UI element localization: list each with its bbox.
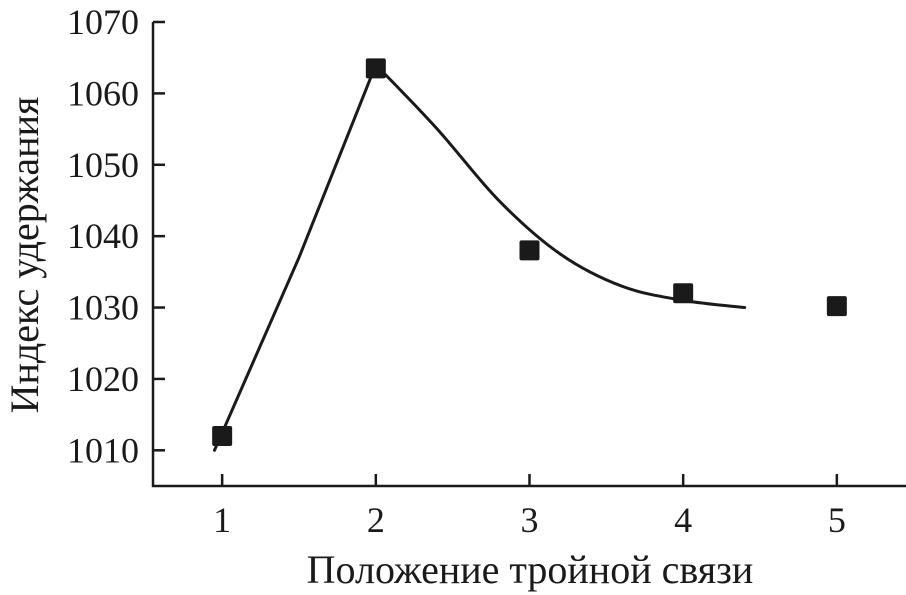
y-tick-label: 1060 xyxy=(67,73,139,113)
x-axis-ticks: 1 2 3 4 5 xyxy=(213,474,846,540)
x-axis-title: Положение тройной связи xyxy=(307,547,754,592)
y-axis-ticks: 1010 1020 1030 1040 1050 1060 1070 xyxy=(67,2,165,470)
y-tick-label: 1050 xyxy=(67,145,139,185)
data-point-marker xyxy=(519,240,540,261)
fit-curve xyxy=(212,63,747,452)
data-point-marker xyxy=(212,426,233,447)
x-tick-label: 4 xyxy=(674,500,692,540)
y-tick-label: 1030 xyxy=(67,288,139,328)
y-tick-label: 1070 xyxy=(67,2,139,42)
data-point-marker xyxy=(826,296,847,317)
data-points xyxy=(212,58,847,447)
data-point-marker xyxy=(365,58,386,79)
y-tick-label: 1040 xyxy=(67,216,139,256)
x-tick-label: 1 xyxy=(213,500,231,540)
y-tick-label: 1010 xyxy=(67,430,139,470)
y-axis-title: Индекс удержания xyxy=(2,97,47,414)
axis-lines xyxy=(151,22,906,488)
y-tick-label: 1020 xyxy=(67,359,139,399)
x-tick-label: 3 xyxy=(521,500,539,540)
data-point-marker xyxy=(673,283,694,304)
x-tick-label: 5 xyxy=(828,500,846,540)
x-tick-label: 2 xyxy=(367,500,385,540)
